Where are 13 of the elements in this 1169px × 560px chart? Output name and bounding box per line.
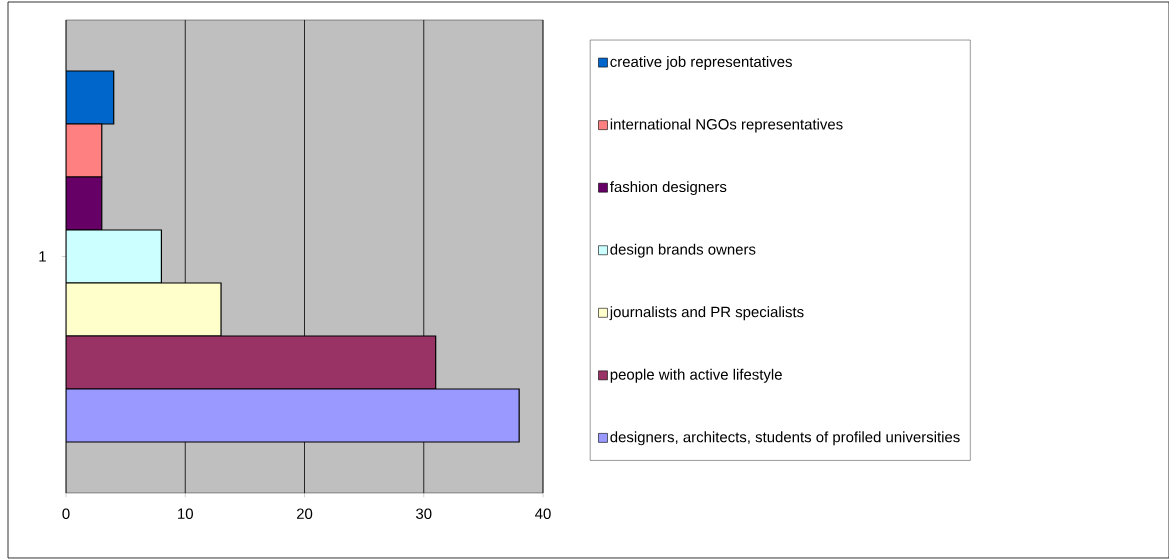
legend-label: international NGOs representatives [610,118,843,133]
x-tick-label: 40 [535,508,551,519]
legend-label: design brands owners [610,243,756,258]
x-tick-label: 20 [296,508,313,519]
x-tick-label: 0 [62,508,70,519]
legend-label: people with active lifestyle [610,368,782,383]
x-tick-label: 10 [178,508,193,519]
y-tick-label: 1 [39,251,46,262]
legend-label: creative job representatives [610,56,792,70]
legend-label: journalists and PR specialists [609,306,804,321]
x-tick-label: 30 [416,508,432,519]
legend-label: fashion designers [610,181,727,196]
legend-label: designers, architects, students of profiled universities [610,431,960,446]
